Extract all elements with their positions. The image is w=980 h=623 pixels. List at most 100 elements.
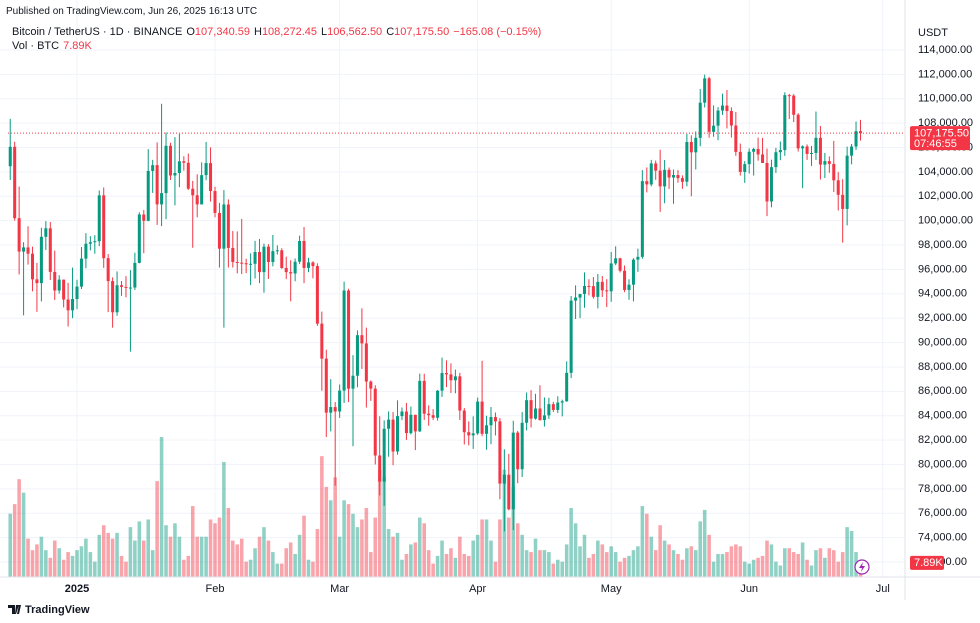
candle-body	[720, 105, 724, 111]
candle-body	[284, 267, 288, 273]
volume-bar	[302, 515, 306, 577]
candle-body	[30, 253, 34, 280]
replay-icon[interactable]	[854, 559, 870, 575]
candle-body	[146, 170, 150, 221]
candle-body	[93, 241, 97, 243]
volume-bar	[239, 538, 244, 577]
volume-bar	[369, 552, 373, 577]
volume-bar	[164, 525, 168, 577]
candle-body	[485, 425, 489, 434]
volume-bar	[324, 486, 329, 577]
volume-bar	[791, 552, 796, 577]
volume-bar	[431, 563, 435, 577]
candle-body	[542, 415, 546, 421]
volume-bar	[783, 548, 787, 577]
candle-body	[409, 414, 413, 434]
volume-bar	[751, 559, 756, 577]
volume-bar	[453, 557, 458, 577]
candle-body	[120, 285, 124, 287]
candle-body	[516, 432, 520, 470]
volume-bar	[849, 530, 854, 577]
candle-body	[689, 141, 693, 153]
volume-bar	[600, 544, 605, 577]
candle-body	[462, 410, 466, 433]
volume-bar	[542, 550, 547, 577]
candle-body	[182, 161, 186, 163]
candle-body	[729, 111, 733, 126]
candle-body	[631, 259, 635, 285]
y-tick-label: 82,000.00	[918, 434, 967, 446]
y-tick-label: 112,000.00	[918, 68, 972, 80]
x-tick-label: Jul	[876, 583, 890, 595]
volume-bar	[293, 553, 297, 577]
volume-bar	[836, 561, 841, 577]
candle-body	[275, 250, 279, 252]
volume-bar	[725, 552, 729, 577]
volume-bar	[373, 517, 378, 577]
volume-bar	[386, 529, 391, 577]
candle-body	[627, 284, 631, 290]
candle-body	[823, 161, 827, 165]
volume-bar	[475, 534, 480, 577]
candle-body	[761, 154, 765, 163]
candle-body	[672, 175, 676, 178]
brand-name: TradingView	[25, 604, 90, 616]
y-tick-label: 88,000.00	[918, 361, 967, 373]
volume-bar	[382, 477, 386, 577]
volume-bar	[524, 550, 529, 577]
volume-bar	[306, 559, 311, 577]
candle-body	[347, 290, 351, 389]
candle-body	[507, 474, 511, 510]
candle-body	[35, 279, 39, 284]
low-label: L	[321, 26, 328, 38]
candle-body	[404, 411, 408, 434]
volume-bar	[342, 500, 346, 577]
volume-bar	[88, 552, 93, 577]
volume-bar	[275, 563, 280, 577]
x-tick-label: Jun	[740, 583, 758, 595]
volume-bar	[529, 552, 533, 577]
candle-body	[48, 228, 52, 272]
candle-body	[155, 165, 159, 205]
volume-bar	[840, 552, 845, 577]
candle-body	[556, 402, 560, 410]
volume-bar	[84, 538, 88, 577]
volume-bar	[720, 553, 725, 577]
y-tick-label: 74,000.00	[918, 532, 967, 544]
candle-body	[480, 401, 484, 434]
volume-label: Vol · BTC	[12, 40, 60, 52]
candle-body	[654, 163, 658, 171]
volume-bar	[128, 527, 133, 577]
volume-bar	[649, 536, 654, 577]
volume-bar	[422, 523, 427, 577]
replay-bolt[interactable]	[859, 562, 865, 572]
volume-bar	[805, 559, 809, 577]
volume-bar	[21, 492, 26, 577]
volume-bar	[480, 519, 484, 577]
candle-body	[306, 262, 310, 268]
volume-legend: Vol · BTC 7.89K	[12, 40, 96, 52]
volume-bar	[75, 550, 79, 577]
symbol: Bitcoin / TetherUS · 1D · BINANCE	[12, 26, 183, 38]
volume-bar	[395, 532, 400, 577]
volume-bar	[515, 523, 520, 577]
volume-bar	[409, 544, 413, 577]
candle-body	[449, 374, 453, 381]
volume-bar	[413, 542, 418, 577]
candle-body	[44, 228, 48, 237]
volume-bar	[110, 538, 115, 577]
candle-body	[364, 343, 368, 382]
volume-bar	[337, 536, 342, 577]
candle-body	[244, 263, 248, 265]
volume-bar	[667, 544, 671, 577]
candle-body	[262, 246, 266, 273]
volume-bar	[137, 521, 142, 577]
candle-body	[226, 204, 230, 248]
volume-bar	[17, 479, 21, 577]
volume-bar	[146, 519, 151, 577]
candle-body	[818, 137, 822, 165]
candle-body	[315, 266, 319, 324]
volume-bar	[471, 540, 475, 577]
volume-bar	[645, 513, 649, 577]
candle-body	[698, 102, 702, 138]
